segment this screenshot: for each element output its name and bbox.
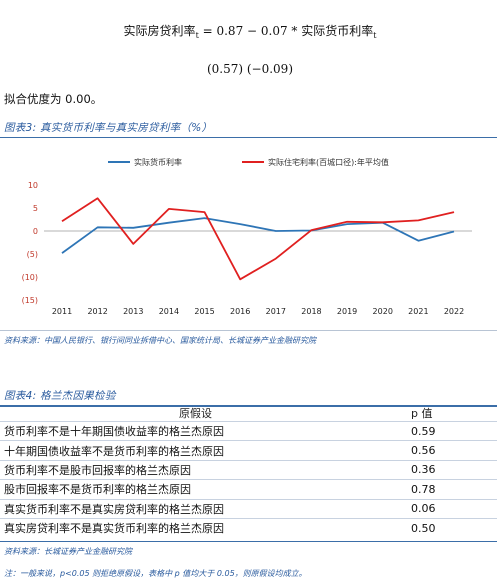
equation-lhs: 实际房贷利率	[123, 24, 196, 38]
table-row: 货币利率不是十年期国债收益率的格兰杰原因 0.59	[0, 420, 497, 441]
x-tick-label: 2015	[194, 307, 214, 316]
x-tick-label: 2020	[373, 307, 393, 316]
hypothesis-cell: 股市回报率不是货币利率的格兰杰原因	[0, 479, 411, 500]
pvalue-cell: 0.36	[411, 459, 497, 480]
header-pvalue: p 值	[411, 407, 433, 420]
table-bottom-rule	[0, 541, 497, 542]
pvalue-cell: 0.78	[411, 479, 497, 500]
goodness-of-fit-text: 拟合优度为 0.00。	[4, 92, 103, 106]
footnote: 注：一般来说，p<0.05 则拒绝原假设，表格中 p 值均大于 0.05，则原假…	[4, 569, 307, 578]
regression-equation: 实际房贷利率t = 0.87 − 0.07 * 实际货币利率t	[0, 22, 500, 40]
x-tick-label: 2022	[444, 307, 464, 316]
y-tick-label: 5	[33, 204, 38, 213]
x-tick-label: 2017	[266, 307, 286, 316]
y-tick-label: 10	[28, 181, 38, 190]
pvalue-cell: 0.56	[411, 440, 497, 461]
y-axis: 10 5 0 (5) (10) (15)	[22, 181, 38, 305]
table-top-rule	[0, 405, 497, 407]
equation-rhs: = 0.87 − 0.07 * 实际货币利率	[202, 24, 374, 38]
pvalue-cell: 0.50	[411, 517, 497, 538]
y-tick-label: 0	[33, 227, 38, 236]
table-row: 货币利率不是股市回报率的格兰杰原因 0.36	[0, 459, 497, 480]
pvalue-cell: 0.59	[411, 420, 497, 441]
hypothesis-cell: 真实货币利率不是真实房贷利率的格兰杰原因	[0, 498, 411, 519]
y-tick-label: (15)	[22, 296, 38, 305]
series-lines	[61, 197, 455, 281]
header-hypothesis: 原假设	[179, 407, 212, 420]
equation-rhs-subscript: t	[373, 31, 377, 40]
table-row: 股市回报率不是货币利率的格兰杰原因 0.78	[0, 479, 497, 500]
table-header-row: 原假设 p 值	[0, 405, 497, 422]
hypothesis-cell: 十年期国债收益率不是货币利率的格兰杰原因	[0, 440, 411, 461]
equation-lhs-subscript: t	[195, 31, 199, 40]
figure3-bottom-rule	[0, 330, 497, 331]
table-row: 真实房贷利率不是真实货币利率的格兰杰原因 0.50	[0, 517, 497, 538]
x-tick-label: 2012	[87, 307, 107, 316]
table-row: 十年期国债收益率不是货币利率的格兰杰原因 0.56	[0, 440, 497, 461]
x-axis: 2011 2012 2013 2014 2015 2016 2017 2018 2019 2020…	[44, 230, 472, 316]
y-tick-label: (5)	[27, 250, 38, 259]
legend-label-money-rate: 实际货币利率	[134, 157, 182, 167]
series-line-money-rate	[61, 217, 455, 254]
figure3-source: 资料来源：中国人民银行、银行间同业拆借中心、国家统计局、长城证券产业金融研究院	[4, 336, 316, 345]
figure3-top-rule	[0, 137, 497, 138]
x-tick-label: 2018	[301, 307, 321, 316]
x-tick-label: 2016	[230, 307, 250, 316]
x-tick-label: 2014	[159, 307, 179, 316]
x-tick-label: 2013	[123, 307, 143, 316]
standard-errors: (0.57) (−0.09)	[206, 62, 294, 76]
hypothesis-cell: 货币利率不是股市回报率的格兰杰原因	[0, 459, 411, 480]
figure4-title: 图表4: 格兰杰因果检验	[4, 390, 116, 402]
legend-label-mortgage-rate: 实际住宅利率(百城口径):年平均值	[268, 157, 389, 167]
figure3-title: 图表3: 真实货币利率与真实房贷利率（%）	[4, 122, 213, 134]
hypothesis-cell: 真实房贷利率不是真实货币利率的格兰杰原因	[0, 517, 411, 538]
granger-causality-table: 原假设 p 值 货币利率不是十年期国债收益率的格兰杰原因 0.59 十年期国债收…	[0, 405, 497, 538]
pvalue-cell: 0.06	[411, 498, 497, 519]
x-tick-label: 2021	[408, 307, 428, 316]
hypothesis-cell: 货币利率不是十年期国债收益率的格兰杰原因	[0, 420, 411, 441]
chart-legend: 实际货币利率 实际住宅利率(百城口径):年平均值	[108, 157, 389, 167]
interest-rate-line-chart: 实际货币利率 实际住宅利率(百城口径):年平均值 10 5 0 (5) (10) (15)…	[22, 157, 472, 316]
figure4-source: 资料来源：长城证券产业金融研究院	[4, 547, 132, 556]
y-tick-label: (10)	[22, 273, 38, 282]
series-line-mortgage-rate	[61, 197, 455, 281]
table-row: 真实货币利率不是真实房贷利率的格兰杰原因 0.06	[0, 498, 497, 519]
x-tick-label: 2019	[337, 307, 357, 316]
x-tick-label: 2011	[52, 307, 72, 316]
